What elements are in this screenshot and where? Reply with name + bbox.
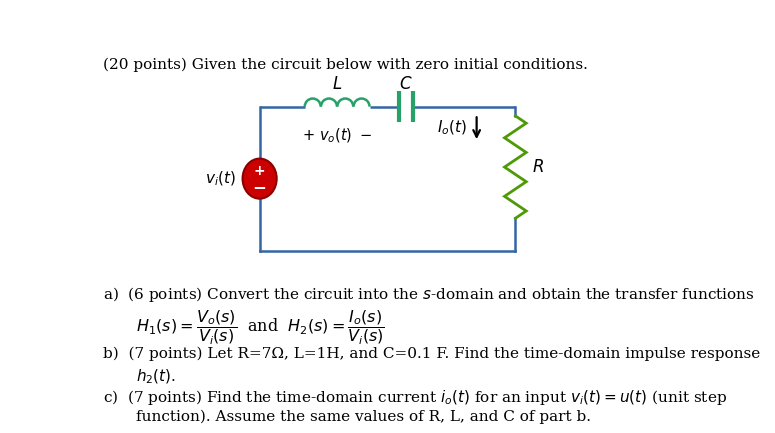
Text: +: + bbox=[254, 164, 265, 178]
Text: a)  (6 points) Convert the circuit into the $s$-domain and obtain the transfer f: a) (6 points) Convert the circuit into t… bbox=[103, 285, 755, 304]
Text: c)  (7 points) Find the time-domain current $i_o(t)$ for an input $v_i(t) = u(t): c) (7 points) Find the time-domain curre… bbox=[103, 388, 727, 407]
Text: $v_i(t)$: $v_i(t)$ bbox=[205, 169, 236, 188]
Text: $+\ v_o(t)\ -$: $+\ v_o(t)\ -$ bbox=[302, 127, 372, 145]
Text: $L$: $L$ bbox=[332, 76, 343, 93]
Text: $C$: $C$ bbox=[399, 76, 413, 93]
Text: (20 points) Given the circuit below with zero initial conditions.: (20 points) Given the circuit below with… bbox=[103, 57, 588, 72]
Text: $h_2(t)$.: $h_2(t)$. bbox=[136, 368, 176, 386]
Text: function). Assume the same values of R, L, and C of part b.: function). Assume the same values of R, … bbox=[136, 409, 591, 423]
Text: $H_1(s) = \dfrac{V_o(s)}{V_i(s)}$  and  $H_2(s) = \dfrac{I_o(s)}{V_i(s)}$: $H_1(s) = \dfrac{V_o(s)}{V_i(s)}$ and $H… bbox=[136, 308, 384, 347]
Text: $I_o(t)$: $I_o(t)$ bbox=[437, 119, 467, 137]
Text: b)  (7 points) Let R=7Ω, L=1H, and C=0.1 F. Find the time-domain impulse respons: b) (7 points) Let R=7Ω, L=1H, and C=0.1 … bbox=[103, 347, 760, 361]
Text: $R$: $R$ bbox=[532, 158, 544, 175]
Ellipse shape bbox=[243, 158, 277, 199]
Text: −: − bbox=[253, 178, 267, 196]
